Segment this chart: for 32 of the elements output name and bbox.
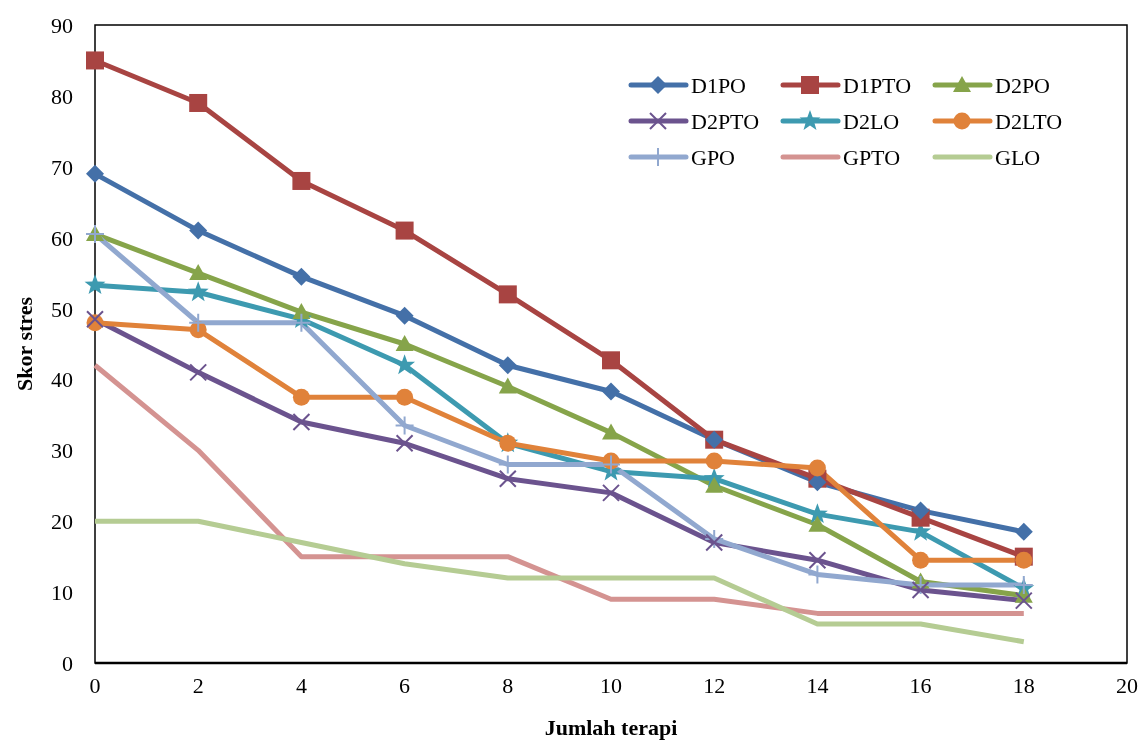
legend-label: D1PTO bbox=[843, 73, 912, 98]
legend-label: D2LO bbox=[843, 109, 900, 134]
legend-label: D2LTO bbox=[995, 109, 1063, 134]
y-tick-label: 70 bbox=[51, 154, 73, 180]
x-tick-label: 10 bbox=[600, 673, 622, 698]
legend-label: D1PO bbox=[691, 73, 747, 98]
y-tick-label: 0 bbox=[62, 651, 73, 676]
y-tick-label: 80 bbox=[51, 83, 73, 109]
x-tick-label: 0 bbox=[89, 673, 101, 698]
y-tick-label: 30 bbox=[51, 438, 73, 464]
x-axis-title: Jumlah terapi bbox=[544, 715, 678, 740]
legend-label: GPTO bbox=[843, 145, 901, 170]
legend-label: D2PTO bbox=[691, 109, 760, 134]
y-axis-title: Skor stres bbox=[12, 296, 37, 391]
x-tick-label: 16 bbox=[909, 673, 932, 698]
legend-label: D2PO bbox=[995, 73, 1051, 98]
y-tick-label: 10 bbox=[51, 580, 73, 606]
y-tick-label: 20 bbox=[51, 509, 73, 535]
legend-label: GLO bbox=[995, 145, 1041, 170]
y-tick-label: 50 bbox=[51, 296, 73, 322]
x-tick-label: 6 bbox=[399, 673, 411, 698]
x-tick-label: 4 bbox=[295, 673, 307, 698]
legend-label: GPO bbox=[691, 145, 736, 170]
x-tick-label: 8 bbox=[502, 673, 514, 698]
x-tick-label: 14 bbox=[806, 673, 829, 698]
y-tick-label: 60 bbox=[51, 225, 73, 251]
y-tick-label: 40 bbox=[51, 367, 73, 393]
y-tick-label: 90 bbox=[51, 13, 73, 38]
x-tick-label: 18 bbox=[1012, 673, 1035, 698]
x-tick-label: 2 bbox=[192, 673, 204, 698]
x-tick-label: 12 bbox=[703, 673, 726, 698]
x-tick-label: 20 bbox=[1116, 673, 1138, 698]
